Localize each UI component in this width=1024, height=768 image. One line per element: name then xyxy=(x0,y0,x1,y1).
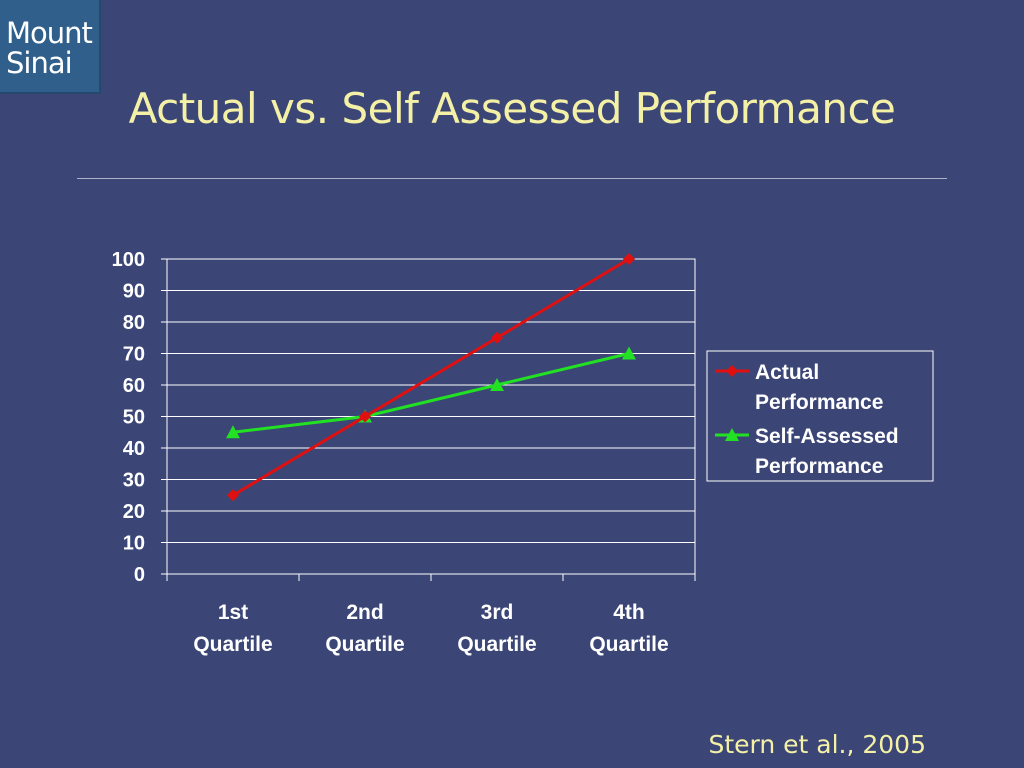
slide-title: Actual vs. Self Assessed Performance xyxy=(128,84,896,133)
x-tick-label: 3rd Quartile xyxy=(457,601,536,656)
y-tick-label: 90 xyxy=(123,281,145,303)
logo-line-1: Mount xyxy=(6,16,93,50)
y-tick-label: 10 xyxy=(123,533,145,555)
data-point-actual xyxy=(491,331,503,344)
data-point-self-assessed xyxy=(226,425,240,439)
y-tick-label: 20 xyxy=(123,501,145,523)
y-tick-label: 60 xyxy=(123,375,145,397)
y-tick-label: 70 xyxy=(123,344,145,366)
x-tick-label: 4th Quartile xyxy=(589,601,668,656)
citation: Stern et al., 2005 xyxy=(708,730,926,759)
series-line-self-assessed xyxy=(232,352,630,434)
y-tick-label: 30 xyxy=(123,470,145,492)
legend-box xyxy=(706,350,934,482)
logo-line-2: Sinai xyxy=(6,46,73,80)
data-point-self-assessed xyxy=(490,378,504,391)
data-point-actual xyxy=(359,410,371,423)
legend-swatch-marker xyxy=(725,428,739,441)
y-tick-label: 100 xyxy=(112,249,145,271)
legend-swatch-marker xyxy=(726,365,738,377)
mount-sinai-logo: Mount Sinai xyxy=(0,0,101,94)
data-point-actual xyxy=(623,253,635,265)
x-tick-label: 1st Quartile xyxy=(193,601,272,656)
y-tick-label: 50 xyxy=(123,407,145,429)
data-point-actual xyxy=(227,489,239,502)
x-tick-label: 2nd Quartile xyxy=(325,601,404,656)
y-tick-label: 80 xyxy=(123,312,145,334)
title-divider xyxy=(77,178,947,179)
series-line-actual xyxy=(232,257,630,497)
legend-label: Actual Performance xyxy=(755,361,883,414)
data-point-self-assessed xyxy=(622,346,636,360)
y-tick-label: 40 xyxy=(123,438,145,460)
y-tick-label: 0 xyxy=(134,564,145,586)
legend-label: Self-Assessed Performance xyxy=(755,425,899,478)
